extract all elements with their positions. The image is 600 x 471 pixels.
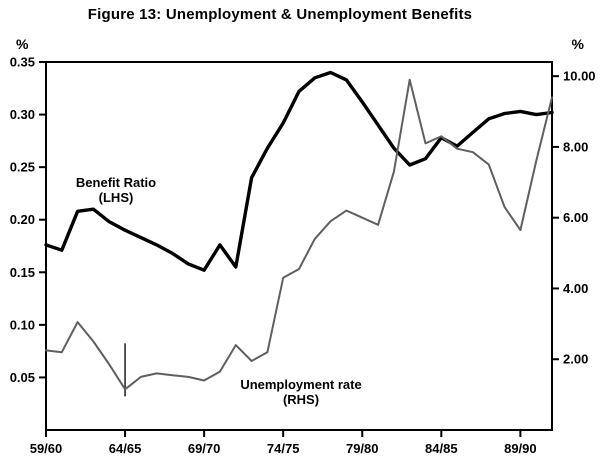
x-axis-tick-label: 79/80	[346, 441, 379, 456]
x-axis-tick-label: 89/90	[504, 441, 537, 456]
left-axis-tick-label: 0.25	[10, 160, 35, 175]
x-axis-tick-label: 74/75	[267, 441, 300, 456]
unemployment-rate-series-label: Unemployment rate (RHS)	[240, 377, 362, 407]
x-axis-tick-label: 69/70	[188, 441, 221, 456]
chart-title: Figure 13: Unemployment & Unemployment B…	[87, 6, 473, 23]
x-axis-tick-label: 64/65	[109, 441, 142, 456]
right-axis-tick-label: 10.00	[563, 69, 596, 84]
left-axis-tick-label: 0.15	[10, 265, 35, 280]
left-axis-tick-label: 0.10	[10, 317, 35, 332]
right-axis-tick-label: 4.00	[563, 281, 588, 296]
x-axis-tick-label: 84/85	[425, 441, 458, 456]
right-axis-unit-label: %	[571, 36, 584, 52]
benefit-ratio-line	[44, 70, 554, 272]
benefit-ratio-series-label: Benefit Ratio (LHS)	[75, 175, 157, 205]
left-axis-tick-label: 0.30	[10, 107, 35, 122]
right-axis-tick-label: 6.00	[563, 210, 588, 225]
left-axis-tick-label: 0.20	[10, 212, 35, 227]
right-axis-tick-label: 2.00	[563, 352, 588, 367]
right-axis-tick-label: 8.00	[563, 139, 588, 154]
plot-frame	[45, 61, 553, 431]
unemployment-rate-line	[45, 78, 553, 391]
left-axis-unit-label: %	[16, 36, 29, 52]
left-axis-tick-label: 0.35	[10, 55, 35, 70]
left-axis-tick-label: 0.05	[10, 370, 35, 385]
x-axis-tick-label: 59/60	[30, 441, 63, 456]
